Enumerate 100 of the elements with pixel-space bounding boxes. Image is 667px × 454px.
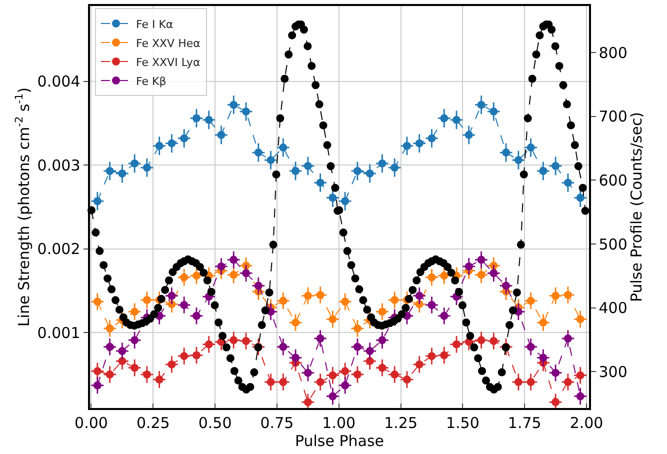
point [230, 256, 238, 264]
point [292, 354, 300, 362]
point [106, 324, 114, 332]
point [118, 357, 126, 366]
x-tick-label: 1.50 [446, 414, 480, 432]
point [292, 166, 300, 175]
point [155, 142, 164, 150]
point [93, 367, 102, 376]
point [328, 315, 337, 324]
point [292, 318, 300, 327]
point [93, 197, 102, 206]
point [242, 337, 250, 345]
legend-label: Fe Kβ [136, 74, 166, 88]
point [106, 166, 114, 175]
point [514, 156, 522, 164]
point [192, 272, 200, 280]
point [366, 170, 374, 178]
point [180, 273, 188, 282]
point [230, 100, 238, 109]
point [502, 282, 510, 290]
point [576, 315, 584, 324]
point [440, 272, 448, 280]
point [242, 262, 250, 270]
point [402, 142, 411, 150]
point [192, 351, 200, 360]
point [304, 398, 312, 406]
point [390, 296, 399, 304]
point [118, 170, 126, 178]
y2-tick-label: 500 [598, 235, 628, 254]
point [564, 334, 572, 342]
point [564, 178, 572, 187]
point [118, 347, 126, 356]
point [130, 308, 139, 316]
x-tick-label: 0.50 [198, 414, 232, 432]
point [415, 360, 424, 368]
point [328, 371, 337, 380]
y2-tick-label: 400 [598, 299, 628, 318]
point [279, 144, 288, 152]
point [217, 130, 226, 139]
point [490, 108, 498, 116]
point [440, 351, 448, 360]
point [477, 270, 486, 279]
point [526, 342, 535, 351]
legend-label: Fe XXV Heα [136, 36, 200, 50]
point [353, 342, 362, 351]
point [464, 262, 473, 270]
point [539, 318, 548, 327]
point [564, 378, 572, 386]
point [576, 392, 584, 400]
point [428, 273, 436, 282]
point [552, 162, 560, 170]
point [155, 376, 164, 384]
point [428, 300, 436, 309]
point [266, 156, 275, 164]
x-tick-label: 2.00 [570, 414, 604, 432]
y2-tick-label: 700 [598, 108, 628, 126]
point [279, 342, 288, 351]
point [142, 370, 151, 378]
y-tick-label: 0.004 [37, 72, 80, 91]
point [477, 100, 486, 109]
point [341, 367, 350, 376]
point [539, 354, 548, 362]
point [168, 139, 176, 148]
point [477, 336, 486, 344]
x-tick-label: 0.00 [74, 414, 108, 432]
point [204, 340, 213, 348]
point [328, 392, 337, 400]
point [130, 336, 139, 344]
point [477, 256, 486, 264]
point [93, 381, 102, 390]
point [316, 334, 324, 342]
point [304, 162, 312, 170]
point [180, 134, 188, 142]
y2-tick-label: 600 [598, 171, 628, 190]
point [452, 340, 461, 348]
point [390, 164, 399, 172]
point [230, 336, 238, 344]
point [168, 360, 176, 368]
point [304, 368, 312, 377]
point [366, 347, 374, 356]
point [180, 300, 188, 309]
point [415, 139, 424, 148]
point [341, 197, 350, 206]
x-axis-title: Pulse Phase [294, 432, 384, 450]
y-tick-label: 0.003 [37, 156, 80, 174]
point [366, 357, 374, 366]
legend-label: Fe XXVI Lyα [136, 56, 200, 69]
point [142, 296, 151, 304]
point [266, 378, 275, 386]
point [526, 378, 535, 386]
point [130, 364, 139, 372]
point [378, 336, 386, 344]
point [180, 352, 188, 360]
y-tick-label: 0.001 [37, 324, 80, 342]
point [428, 352, 436, 360]
x-tick-label: 0.25 [136, 414, 170, 432]
point [106, 342, 114, 351]
point [304, 292, 312, 300]
point [316, 378, 324, 386]
point [415, 292, 424, 300]
